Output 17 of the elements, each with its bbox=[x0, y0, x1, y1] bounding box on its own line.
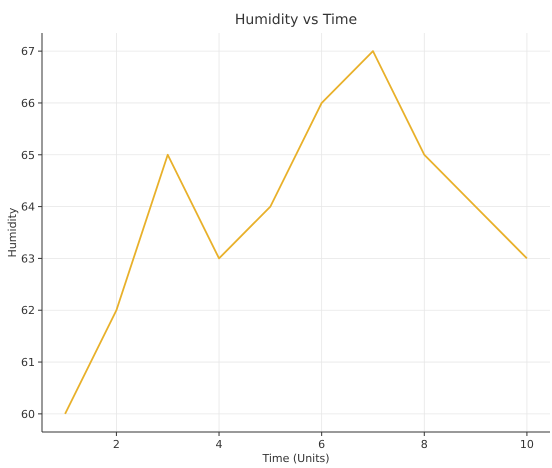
y-tick-label: 66 bbox=[21, 96, 35, 110]
y-tick-label: 63 bbox=[21, 252, 35, 266]
chart-title: Humidity vs Time bbox=[234, 12, 358, 28]
y-tick-label: 60 bbox=[21, 408, 35, 421]
x-tick-label: 4 bbox=[216, 438, 223, 451]
x-axis-title: Time (Units) bbox=[261, 452, 330, 465]
y-tick-label: 62 bbox=[21, 304, 35, 318]
y-tick-label: 64 bbox=[21, 200, 35, 214]
x-tick-label: 6 bbox=[318, 438, 326, 451]
y-tick-label: 67 bbox=[21, 45, 35, 58]
x-tick-label: 2 bbox=[112, 438, 120, 451]
x-tick-label: 10 bbox=[520, 438, 534, 451]
y-tick-label: 61 bbox=[21, 356, 35, 370]
y-axis-title: Humidity bbox=[6, 207, 19, 258]
x-tick-label: 8 bbox=[420, 438, 428, 451]
y-tick-label: 65 bbox=[21, 148, 35, 162]
line-series bbox=[64, 50, 528, 415]
